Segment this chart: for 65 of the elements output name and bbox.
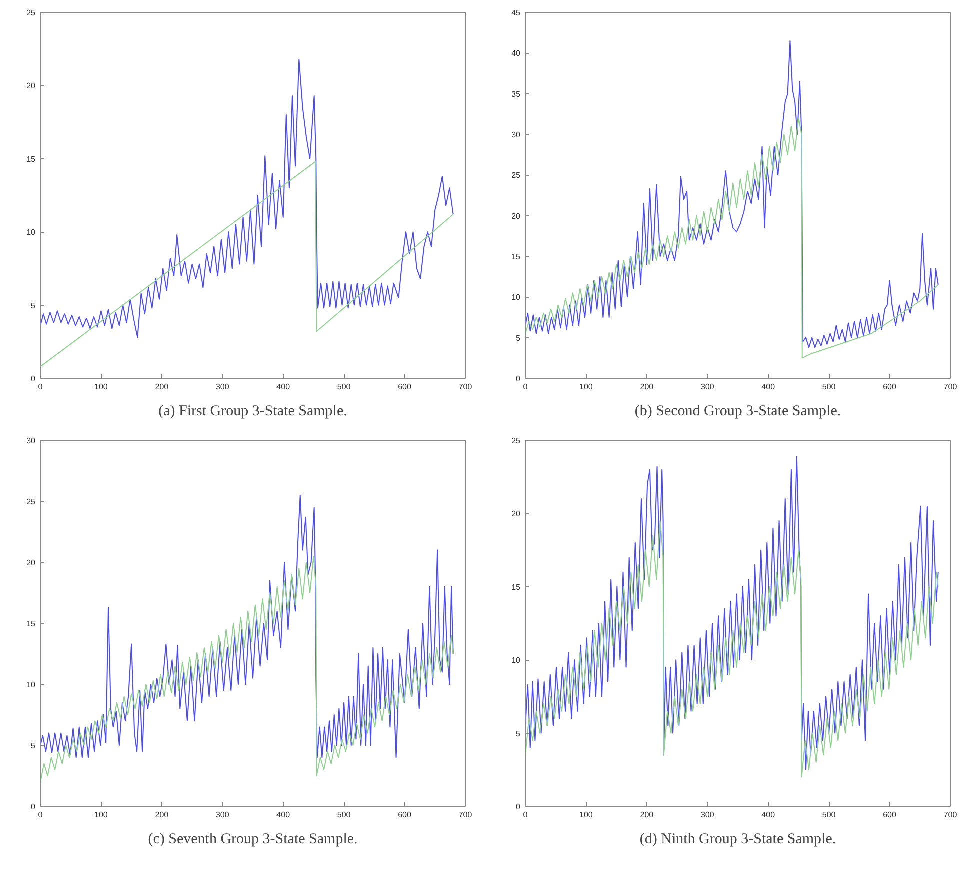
x-tick-label: 200: [155, 810, 170, 820]
x-tick-label: 700: [944, 382, 958, 392]
x-tick-label: 400: [762, 382, 776, 392]
x-tick-label: 200: [640, 810, 654, 820]
x-tick-label: 200: [640, 382, 654, 392]
y-tick-label: 5: [31, 301, 36, 310]
y-tick-label: 20: [26, 558, 36, 568]
x-tick-label: 400: [276, 382, 291, 392]
y-tick-label: 25: [512, 436, 522, 446]
x-tick-label: 100: [580, 382, 594, 392]
x-tick-label: 500: [822, 382, 836, 392]
x-tick-label: 200: [155, 382, 170, 392]
x-tick-label: 300: [216, 382, 230, 392]
y-tick-label: 20: [512, 510, 522, 519]
y-tick-label: 40: [512, 49, 522, 58]
x-tick-label: 0: [38, 810, 44, 820]
x-tick-label: 300: [216, 810, 230, 820]
y-tick-label: 15: [26, 154, 36, 164]
x-tick-label: 600: [398, 382, 412, 392]
x-tick-label: 0: [523, 810, 528, 820]
text: (c) Seventh Group 3-State Sample.: [148, 832, 358, 848]
y-tick-label: 5: [516, 334, 522, 343]
y-tick-label: 0: [31, 802, 36, 812]
x-tick-label: 300: [700, 382, 715, 392]
y-tick-label: 0: [516, 802, 522, 812]
x-tick-label: 0: [523, 382, 528, 392]
x-tick-label: 700: [944, 810, 958, 820]
x-tick-label: 100: [94, 810, 108, 820]
x-tick-label: 100: [580, 810, 594, 820]
y-tick-label: 20: [512, 212, 522, 221]
y-tick-label: 30: [26, 436, 36, 446]
y-tick-label: 10: [26, 228, 36, 238]
text: (d) Ninth Group 3-State Sample.: [640, 832, 836, 848]
y-tick-label: 25: [512, 171, 522, 180]
y-tick-label: 25: [26, 8, 36, 18]
y-tick-label: 15: [512, 582, 522, 592]
x-tick-label: 400: [762, 810, 776, 820]
y-tick-label: 45: [512, 8, 522, 18]
y-tick-label: 30: [512, 130, 522, 140]
x-tick-label: 700: [458, 382, 473, 392]
y-tick-label: 15: [512, 252, 522, 262]
y-tick-label: 5: [516, 729, 522, 738]
y-tick-label: 35: [512, 90, 522, 99]
x-tick-label: 100: [94, 382, 108, 392]
x-tick-label: 300: [700, 810, 715, 820]
x-tick-label: 500: [337, 810, 352, 820]
y-tick-label: 20: [26, 82, 36, 91]
y-tick-label: 10: [512, 293, 522, 302]
y-tick-label: 5: [31, 742, 36, 750]
x-tick-label: 600: [883, 382, 898, 392]
text: (a) First Group 3-State Sample.: [158, 404, 348, 420]
x-tick-label: 500: [822, 810, 836, 820]
x-tick-label: 500: [337, 382, 352, 392]
y-tick-label: 25: [26, 498, 36, 506]
x-tick-label: 700: [458, 810, 473, 820]
x-tick-label: 600: [398, 810, 412, 820]
text: (b) Second Group 3-State Sample.: [634, 404, 842, 420]
x-tick-label: 600: [883, 810, 898, 820]
y-tick-label: 0: [31, 374, 36, 384]
y-tick-label: 0: [516, 374, 522, 384]
y-tick-label: 10: [26, 680, 36, 690]
x-tick-label: 0: [38, 382, 44, 392]
x-tick-label: 400: [276, 810, 291, 820]
y-tick-label: 10: [512, 656, 522, 666]
y-tick-label: 15: [26, 620, 36, 628]
